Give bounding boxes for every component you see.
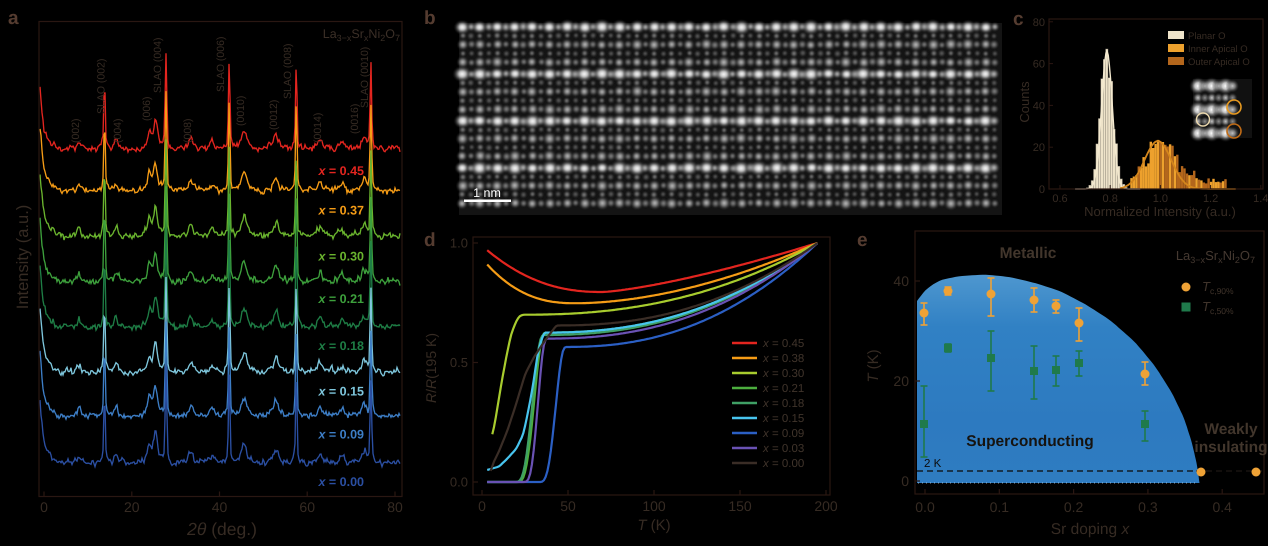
svg-text:x = 0.09: x = 0.09 (762, 428, 804, 440)
svg-text:0: 0 (40, 499, 48, 515)
svg-text:x = 0.30: x = 0.30 (317, 250, 364, 264)
svg-text:Outer Apical O: Outer Apical O (1188, 57, 1250, 68)
svg-text:0.1: 0.1 (990, 499, 1010, 515)
svg-text:Counts: Counts (1017, 81, 1032, 123)
svg-text:0.3: 0.3 (1138, 499, 1158, 515)
svg-text:R/R(195 K): R/R(195 K) (423, 333, 439, 403)
svg-text:0: 0 (901, 473, 909, 489)
svg-text:x = 0.00: x = 0.00 (317, 475, 364, 489)
svg-text:(0016): (0016) (349, 104, 361, 134)
svg-text:SLAO (002): SLAO (002) (96, 59, 108, 114)
svg-text:0.0: 0.0 (915, 499, 935, 515)
svg-text:SLAO (006): SLAO (006) (215, 37, 227, 92)
svg-text:50: 50 (560, 498, 576, 514)
svg-text:Superconducting: Superconducting (966, 433, 1093, 450)
svg-text:La3−xSrxNi2O7: La3−xSrxNi2O7 (323, 27, 400, 43)
svg-text:x = 0.18: x = 0.18 (762, 398, 804, 410)
svg-text:1.4: 1.4 (1253, 193, 1268, 205)
svg-text:100: 100 (642, 498, 666, 514)
svg-text:Inner Apical O: Inner Apical O (1188, 44, 1248, 55)
svg-text:x = 0.21: x = 0.21 (762, 383, 804, 395)
svg-text:x = 0.03: x = 0.03 (762, 443, 804, 455)
svg-text:Tc,50%: Tc,50% (1202, 299, 1234, 316)
svg-text:0.0: 0.0 (450, 475, 468, 490)
svg-text:Metallic: Metallic (1000, 245, 1057, 262)
svg-text:1.0: 1.0 (450, 236, 468, 251)
svg-text:x = 0.21: x = 0.21 (317, 292, 364, 306)
svg-text:1 nm: 1 nm (473, 186, 501, 200)
svg-text:40: 40 (893, 273, 909, 289)
svg-text:1.0: 1.0 (1153, 193, 1168, 205)
svg-text:0: 0 (1039, 184, 1045, 196)
svg-text:x = 0.30: x = 0.30 (762, 368, 804, 380)
svg-text:x = 0.09: x = 0.09 (317, 428, 364, 442)
svg-text:Planar O: Planar O (1188, 31, 1226, 42)
svg-text:x = 0.00: x = 0.00 (762, 458, 804, 470)
svg-text:0.5: 0.5 (450, 355, 468, 370)
svg-text:x = 0.15: x = 0.15 (762, 413, 804, 425)
svg-text:150: 150 (728, 498, 752, 514)
svg-text:60: 60 (299, 499, 315, 515)
svg-text:0.2: 0.2 (1064, 499, 1084, 515)
svg-text:40: 40 (1033, 100, 1045, 112)
svg-text:d: d (424, 230, 436, 251)
svg-text:20: 20 (1033, 142, 1045, 154)
svg-text:Normalized Intensity (a.u.): Normalized Intensity (a.u.) (1084, 204, 1236, 219)
svg-text:80: 80 (1033, 17, 1045, 29)
svg-text:(008): (008) (182, 118, 194, 143)
svg-text:e: e (857, 230, 868, 251)
svg-text:x = 0.45: x = 0.45 (762, 338, 804, 350)
svg-text:0.4: 0.4 (1212, 499, 1232, 515)
svg-text:(006): (006) (141, 96, 153, 121)
svg-text:x = 0.38: x = 0.38 (762, 353, 804, 365)
svg-text:20: 20 (124, 499, 140, 515)
svg-text:0: 0 (478, 498, 486, 514)
svg-text:2 K: 2 K (924, 458, 942, 470)
svg-text:c: c (1013, 9, 1024, 30)
svg-text:1.2: 1.2 (1203, 193, 1218, 205)
svg-text:(004): (004) (112, 118, 124, 143)
svg-text:La3−xSrxNi2O7: La3−xSrxNi2O7 (1176, 248, 1255, 265)
svg-text:(0012): (0012) (268, 100, 280, 130)
svg-text:SLAO (004): SLAO (004) (152, 38, 164, 93)
svg-text:Sr doping x: Sr doping x (1051, 521, 1131, 538)
svg-text:0.6: 0.6 (1052, 193, 1067, 205)
svg-text:T (K): T (K) (865, 349, 882, 382)
svg-text:x = 0.37: x = 0.37 (317, 204, 364, 218)
svg-text:200: 200 (814, 498, 838, 514)
svg-text:insulating: insulating (1194, 439, 1267, 456)
svg-text:0.8: 0.8 (1103, 193, 1118, 205)
svg-text:T (K): T (K) (637, 517, 670, 534)
svg-text:x = 0.18: x = 0.18 (317, 339, 364, 353)
svg-text:(0010): (0010) (235, 96, 247, 126)
svg-text:a: a (8, 8, 19, 29)
svg-text:x = 0.15: x = 0.15 (317, 385, 364, 399)
svg-text:x = 0.45: x = 0.45 (317, 164, 364, 178)
svg-text:SLAO (008): SLAO (008) (282, 44, 294, 99)
svg-text:80: 80 (387, 499, 403, 515)
svg-text:60: 60 (1033, 59, 1045, 71)
svg-text:(0014): (0014) (312, 113, 324, 143)
svg-text:Weakly: Weakly (1204, 421, 1258, 438)
svg-text:2θ (deg.): 2θ (deg.) (186, 519, 257, 539)
svg-text:Intensity (a.u.): Intensity (a.u.) (14, 205, 32, 310)
svg-text:Tc,90%: Tc,90% (1202, 279, 1234, 296)
svg-text:20: 20 (893, 373, 909, 389)
svg-text:b: b (424, 8, 436, 29)
svg-text:(002): (002) (70, 118, 82, 143)
svg-text:40: 40 (212, 499, 228, 515)
svg-text:SLAO (0010): SLAO (0010) (359, 47, 371, 108)
